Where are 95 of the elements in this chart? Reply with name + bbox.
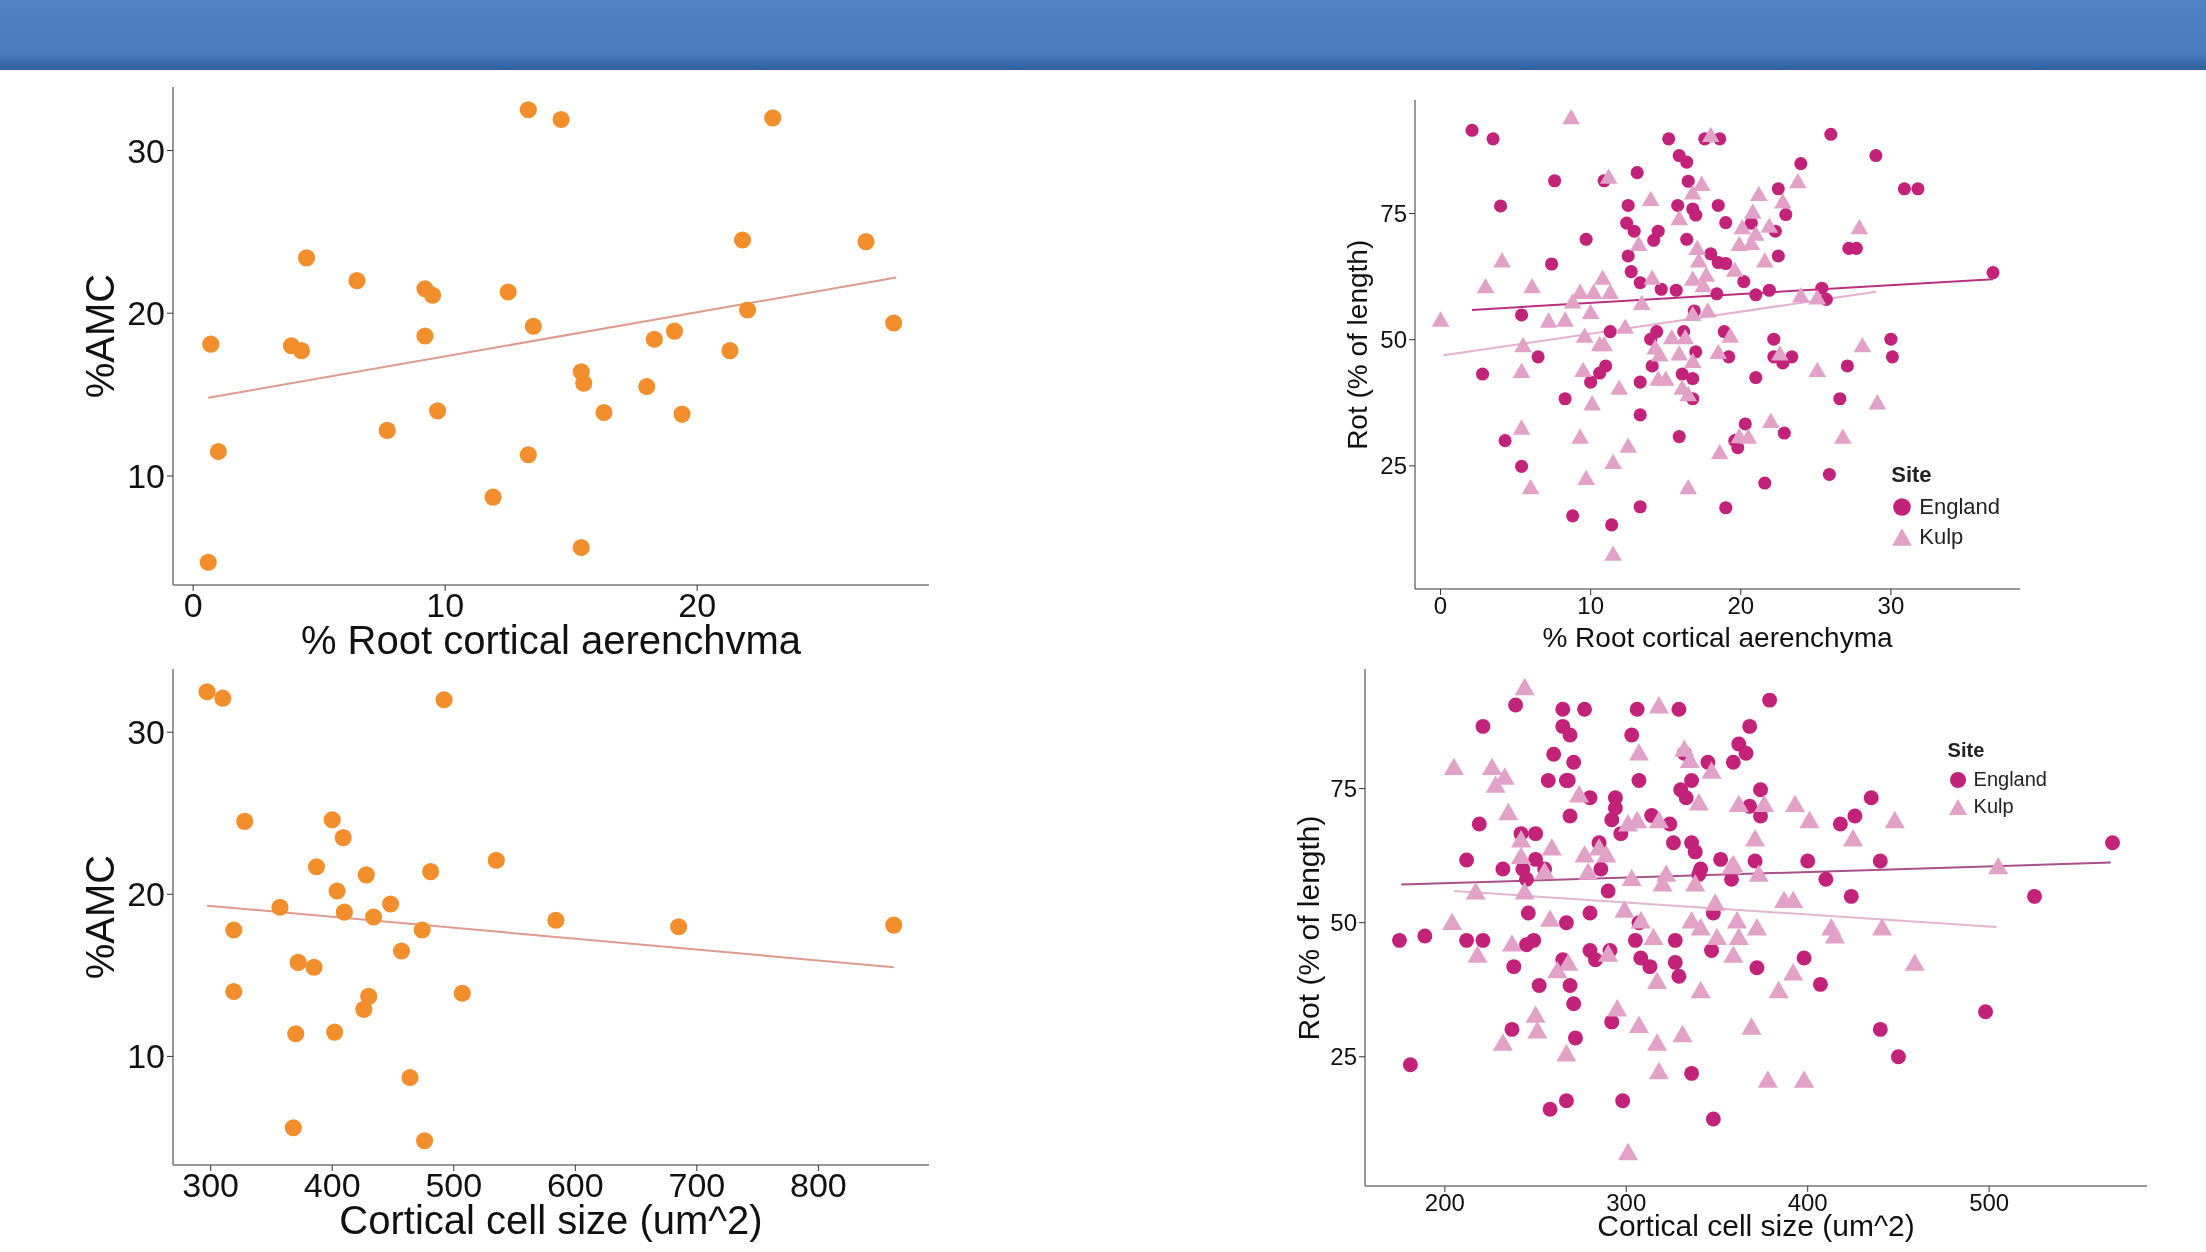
- point: [289, 953, 307, 971]
- point: [307, 858, 325, 876]
- point: [287, 1025, 305, 1043]
- point: [416, 327, 434, 345]
- point: [519, 446, 537, 464]
- x-tick-label: 10: [1577, 592, 1604, 620]
- point: [199, 553, 217, 571]
- point: [595, 403, 613, 422]
- y-tick-label: 10: [127, 1037, 165, 1076]
- point: [209, 443, 227, 461]
- point: [673, 405, 691, 423]
- legend-label: Kulp: [1919, 524, 1964, 550]
- point: [885, 916, 903, 934]
- point: [360, 987, 378, 1005]
- y-tick-label: 25: [1380, 452, 1407, 480]
- point: [392, 942, 411, 960]
- point: [323, 811, 341, 829]
- point: [202, 335, 220, 353]
- point: [348, 272, 366, 290]
- y-axis-title: %AMC: [77, 853, 123, 982]
- point: [236, 812, 254, 830]
- point: [733, 231, 752, 249]
- point: [305, 958, 323, 976]
- legend-title: Site: [1891, 462, 1933, 488]
- y-tick-label: 75: [1380, 200, 1407, 228]
- point: [364, 908, 383, 926]
- point: [271, 898, 289, 916]
- y-tick-label: 20: [127, 294, 165, 333]
- point: [739, 301, 757, 319]
- y-axis-title: Rot (% of length): [1290, 813, 1326, 1043]
- y-tick-label: 50: [1330, 909, 1357, 937]
- point: [292, 342, 311, 360]
- point: [335, 903, 353, 921]
- point: [334, 829, 352, 847]
- point: [401, 1068, 419, 1087]
- point: [645, 330, 663, 348]
- y-tick-label: 20: [127, 875, 165, 914]
- point: [435, 691, 453, 709]
- point: [764, 109, 782, 127]
- point: [638, 377, 656, 395]
- y-tick-label: 25: [1330, 1043, 1357, 1071]
- point: [284, 1119, 302, 1137]
- point: [225, 983, 243, 1001]
- x-tick-label: 300: [1606, 1189, 1647, 1217]
- point: [429, 402, 447, 420]
- point: [572, 539, 590, 557]
- point: [552, 111, 570, 129]
- x-tick-label: 0: [1433, 592, 1448, 620]
- point: [665, 322, 684, 340]
- y-tick-label: 10: [127, 457, 165, 496]
- point: [326, 1023, 344, 1041]
- point: [225, 921, 243, 939]
- x-tick-label: 200: [1424, 1189, 1465, 1217]
- legend-label: Kulp: [1973, 795, 2014, 818]
- point: [214, 689, 232, 707]
- point: [499, 283, 517, 301]
- point: [721, 342, 739, 360]
- point: [357, 866, 375, 884]
- x-tick-label: 0: [183, 586, 203, 625]
- point: [524, 317, 542, 335]
- y-axis-title: %AMC: [77, 272, 123, 401]
- y-tick-label: 75: [1330, 775, 1357, 803]
- point: [424, 286, 442, 304]
- x-tick-label: 30: [1877, 592, 1905, 620]
- legend-label: England: [1919, 494, 2000, 520]
- point: [487, 851, 505, 869]
- point: [885, 314, 903, 332]
- x-tick-label: 300: [182, 1166, 240, 1205]
- point: [328, 882, 346, 900]
- point: [484, 488, 502, 506]
- x-tick-label: 500: [1969, 1189, 2010, 1217]
- point: [575, 374, 593, 392]
- legend-label: England: [1973, 768, 2047, 791]
- point: [198, 683, 216, 701]
- legend-title: Site: [1947, 739, 1986, 762]
- y-tick-label: 30: [127, 131, 165, 170]
- x-tick-label: 800: [790, 1166, 847, 1205]
- point: [416, 1132, 434, 1150]
- y-axis-title: Rot (% of length): [1340, 238, 1374, 452]
- point: [298, 249, 316, 267]
- point: [453, 984, 471, 1002]
- x-axis-title: % Root cortical aerenchyma: [1541, 621, 1894, 655]
- point: [422, 863, 440, 881]
- point: [413, 921, 431, 939]
- y-tick-label: 50: [1380, 326, 1407, 354]
- point: [355, 1000, 373, 1018]
- point: [378, 421, 396, 439]
- x-tick-label: 400: [1787, 1189, 1828, 1217]
- point: [670, 918, 688, 936]
- point: [857, 233, 875, 251]
- y-tick-label: 30: [127, 713, 165, 752]
- x-tick-label: 20: [1727, 592, 1755, 620]
- point: [519, 101, 537, 119]
- point: [382, 895, 400, 913]
- point: [547, 911, 565, 929]
